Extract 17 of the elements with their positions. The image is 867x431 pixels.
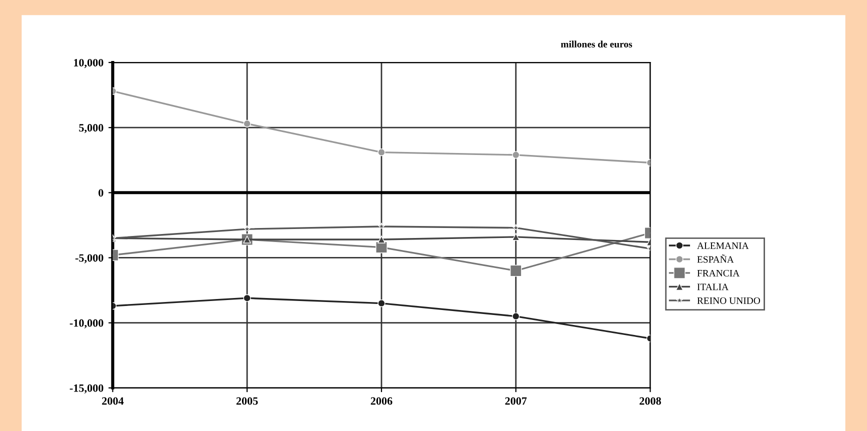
y-tick-label: -10,000 [70, 319, 104, 328]
text: millones de euros [560, 40, 632, 48]
legend-label: ESPAÑA [697, 254, 734, 263]
legend-label: ITALIA [697, 284, 729, 290]
y-tick-label: -15,000 [70, 384, 104, 394]
legend-label: FRANCIA [697, 270, 740, 276]
legend-label: REINO UNIDO [697, 297, 760, 304]
x-tick-label: 2008 [640, 397, 661, 405]
y-tick-label: 0 [98, 189, 104, 197]
legend-label: ALEMANIA [697, 242, 749, 249]
x-tick-label: 2004 [102, 397, 124, 405]
x-tick-label: 2006 [370, 397, 392, 405]
y-tick-label: 5,000 [79, 124, 104, 134]
y-tick-label: 10,000 [74, 58, 104, 68]
x-tick-label: 2007 [505, 397, 527, 405]
x-tick-label: 2005 [236, 397, 258, 405]
y-tick-label: -5,000 [75, 254, 104, 264]
